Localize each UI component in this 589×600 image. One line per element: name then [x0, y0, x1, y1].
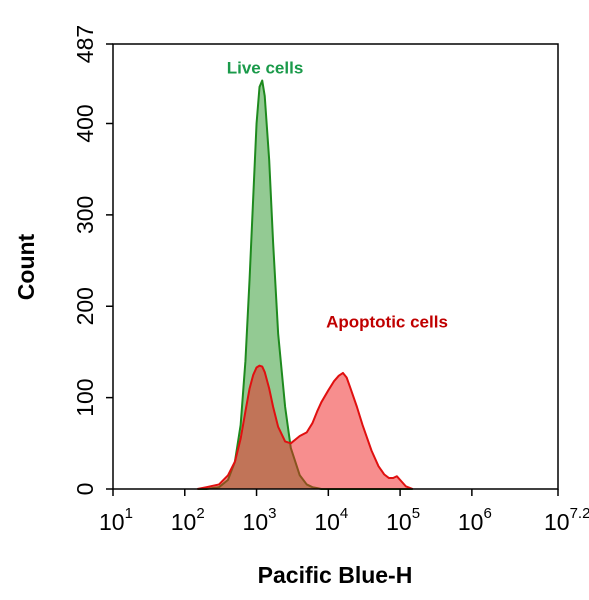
y-tick-label: 0	[72, 483, 98, 496]
x-tick-label: 106	[458, 505, 492, 535]
x-tick-exponent: 6	[483, 505, 491, 522]
x-axis-title: Pacific Blue-H	[258, 562, 413, 588]
x-tick-exponent: 2	[196, 505, 204, 522]
x-tick-exponent: 7.2	[570, 505, 589, 522]
x-tick-base: 10	[171, 509, 197, 535]
x-tick-label: 101	[99, 505, 133, 535]
x-tick-label: 105	[386, 505, 420, 535]
histogram-area	[197, 364, 414, 490]
y-tick-label: 300	[72, 196, 98, 234]
annotation: Live cells	[227, 58, 304, 77]
x-tick-base: 10	[544, 509, 570, 535]
x-tick-exponent: 1	[125, 505, 133, 522]
x-tick-label: 103	[243, 505, 277, 535]
x-tick-exponent: 3	[268, 505, 276, 522]
x-tick-exponent: 5	[412, 505, 420, 522]
y-tick-label: 100	[72, 378, 98, 416]
x-tick-base: 10	[458, 509, 484, 535]
x-tick-label: 104	[314, 505, 348, 535]
x-tick-exponent: 4	[340, 505, 348, 522]
x-tick-base: 10	[243, 509, 269, 535]
x-tick-base: 10	[99, 509, 125, 535]
plot-frame	[112, 43, 559, 490]
x-tick-base: 10	[386, 509, 412, 535]
y-tick-label: 400	[72, 104, 98, 142]
annotation: Apoptotic cells	[326, 312, 448, 331]
x-tick-base: 10	[314, 509, 340, 535]
x-tick-label: 107.2	[544, 505, 589, 535]
y-axis-title: Count	[13, 233, 39, 300]
y-tick-label: 487	[72, 25, 98, 63]
y-tick-label: 200	[72, 287, 98, 325]
x-tick-label: 102	[171, 505, 205, 535]
